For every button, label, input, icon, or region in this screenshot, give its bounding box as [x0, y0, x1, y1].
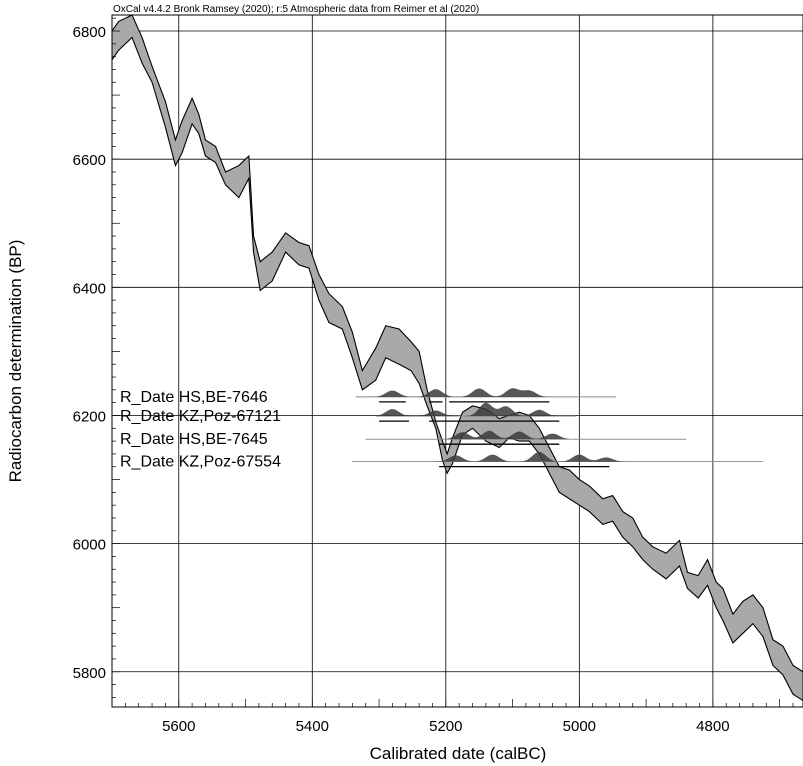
date-distribution: [355, 388, 617, 397]
date-entry: R_Date KZ,Poz-67554: [120, 451, 763, 471]
radiocarbon-dates: R_Date HS,BE-7646 R_Date KZ,Poz-67121 R_Da…: [120, 388, 763, 471]
y-tick-label: 6000: [73, 537, 106, 554]
calibration-band: [112, 15, 803, 701]
x-tick-label: 5000: [563, 718, 596, 735]
calibration-curve: [111, 14, 803, 702]
date-label: R_Date HS,BE-7646: [120, 389, 268, 406]
date-label: R_Date HS,BE-7645: [120, 431, 268, 448]
calibration-upper-edge: [111, 14, 803, 673]
y-tick-label: 6200: [73, 408, 106, 425]
y-tick-label: 6400: [73, 280, 106, 297]
x-tick-label: 5400: [296, 718, 329, 735]
date-distribution: [375, 402, 577, 417]
calibration-lower-edge: [111, 36, 803, 702]
x-axis-label: Calibrated date (calBC): [370, 744, 547, 763]
x-tick-label: 5200: [429, 718, 462, 735]
date-distribution: [352, 451, 763, 462]
y-tick-label: 6800: [73, 24, 106, 41]
date-distribution: [365, 430, 687, 440]
date-entry: R_Date HS,BE-7646: [120, 388, 617, 406]
x-tick-label: 5600: [162, 718, 195, 735]
y-tick-label: 5800: [73, 665, 106, 682]
date-label: R_Date KZ,Poz-67554: [120, 454, 281, 471]
y-axis-label: Radiocarbon determination (BP): [6, 240, 25, 483]
axis-ticks: 5600 5400 5200 5000 4800 6800 6600 6400 6200 6000…: [73, 17, 794, 735]
grid: [112, 15, 803, 707]
date-entry: R_Date HS,BE-7645: [120, 430, 687, 448]
x-tick-label: 4800: [696, 718, 729, 735]
chart-header: OxCal v4.4.2 Bronk Ramsey (2020); r:5 At…: [113, 4, 479, 15]
plot-frame: [111, 14, 803, 708]
date-entry: R_Date KZ,Poz-67121: [120, 402, 577, 425]
y-tick-label: 6600: [73, 152, 106, 169]
date-label: R_Date KZ,Poz-67121: [120, 408, 281, 425]
